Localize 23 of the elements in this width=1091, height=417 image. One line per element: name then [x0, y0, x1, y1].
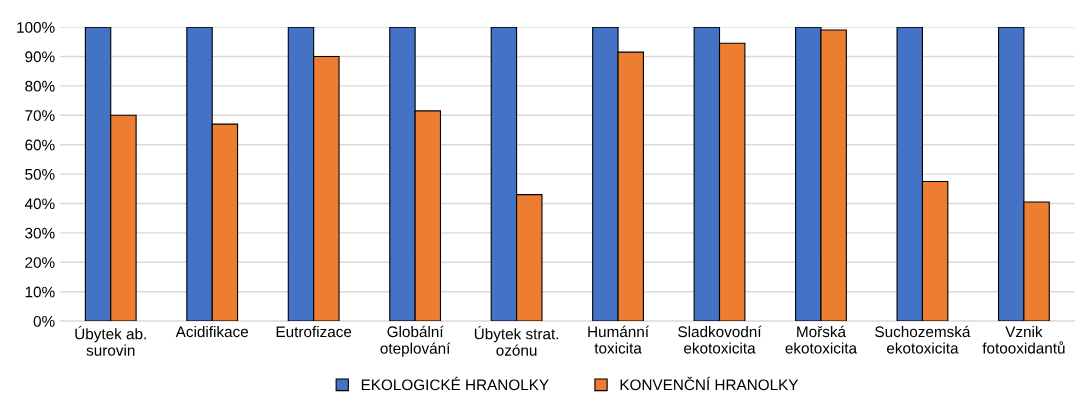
- x-tick-label: Úbytek strat. ozónu: [474, 325, 559, 356]
- y-tick-label: 90%: [25, 51, 55, 63]
- legend-label: KONVENČNÍ HRANOLKY: [620, 376, 799, 391]
- x-tick-label: Mořská ekotoxicita: [785, 325, 858, 354]
- y-tick-label: 70%: [25, 110, 55, 121]
- y-tick-label: 20%: [25, 257, 55, 268]
- x-tick-label: Eutrofizace: [276, 325, 352, 338]
- y-tick-label: 30%: [25, 227, 55, 239]
- y-tick-label: 40%: [24, 198, 55, 210]
- x-tick-label: Vznik fotooxidantů: [982, 325, 1065, 354]
- x-tick-label: Acidifikace: [175, 325, 249, 338]
- y-tick-label: 80%: [25, 80, 55, 92]
- y-tick-label: 10%: [25, 286, 55, 298]
- y-tick-label: 100%: [17, 21, 55, 33]
- x-tick-label: Humánní toxicita: [588, 325, 649, 354]
- legend-label: EKOLOGICKÉ HRANOLKY: [361, 376, 549, 391]
- x-tick-label: Sladkovodní ekotoxicita: [678, 325, 762, 354]
- x-tick-label: Globální oteplování: [380, 325, 451, 357]
- y-tick-label: 50%: [25, 168, 55, 180]
- y-tick-label: 0%: [33, 315, 55, 327]
- x-tick-label: Úbytek ab. surovin: [75, 325, 146, 356]
- y-tick-label: 60%: [25, 139, 55, 151]
- x-tick-label: Suchozemská ekotoxicita: [875, 325, 971, 354]
